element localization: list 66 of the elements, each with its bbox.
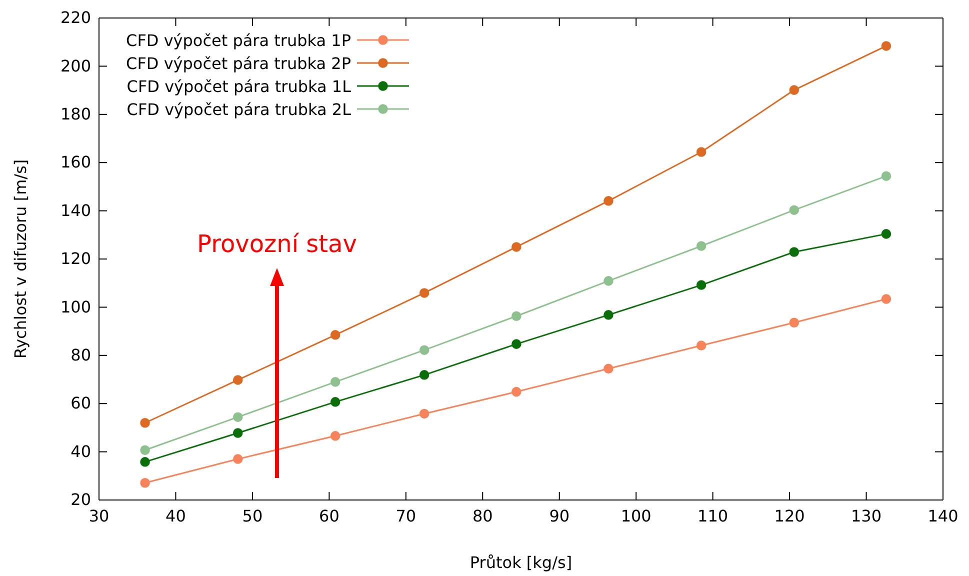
annotation: Provozní stav: [197, 230, 357, 258]
point: [140, 478, 150, 488]
y-tick-label: 180: [60, 104, 91, 124]
point: [789, 318, 800, 328]
x-axis-title: Průtok [kg/s]: [470, 553, 572, 572]
point: [140, 457, 150, 467]
x-tick-label: 40: [166, 506, 186, 526]
point: [330, 330, 340, 340]
y-tick-label: 40: [70, 442, 91, 461]
point: [512, 242, 522, 252]
legend-label: CFD výpočet pára trubka 1P: [126, 31, 352, 50]
point: [232, 428, 243, 438]
point: [232, 375, 243, 385]
x-tick-label: 90: [549, 506, 570, 526]
point: [330, 397, 340, 407]
x-tick-label: 30: [88, 506, 110, 526]
legend-label: CFD výpočet pára trubka 1L: [126, 77, 352, 96]
point: [512, 339, 522, 349]
x-tick-label: 60: [319, 506, 340, 526]
x-tick-label: 140: [928, 506, 958, 526]
x-tick-label: 100: [620, 506, 652, 526]
point: [881, 41, 892, 51]
y-tick-label: 200: [60, 56, 91, 76]
point: [330, 377, 340, 387]
x-tick-label: 80: [472, 506, 493, 526]
y-tick-label: 140: [60, 200, 91, 220]
point: [604, 310, 614, 320]
y-tick-label: 60: [70, 394, 91, 413]
x-tick-label: 50: [242, 506, 263, 526]
point: [604, 364, 614, 374]
point: [232, 412, 243, 422]
point: [696, 340, 706, 350]
point: [789, 85, 800, 95]
point: [140, 418, 150, 428]
point: [789, 247, 800, 257]
y-tick-label: 160: [60, 152, 91, 172]
y-tick-label: 220: [60, 8, 91, 28]
legend-label: CFD výpočet pára trubka 2P: [126, 54, 352, 73]
x-tick-label: 120: [774, 506, 805, 526]
point: [696, 280, 706, 290]
point: [604, 276, 614, 286]
y-tick-label: 80: [70, 346, 91, 365]
point: [881, 229, 892, 239]
point: [232, 454, 243, 464]
point: [419, 408, 430, 419]
x-tick-label: 110: [698, 506, 728, 526]
y-tick-label: 20: [70, 490, 91, 510]
point: [330, 431, 340, 441]
y-tick-label: 100: [60, 297, 91, 316]
point: [419, 345, 430, 355]
point: [140, 445, 150, 455]
point: [512, 386, 522, 397]
point: [789, 205, 800, 215]
point: [881, 171, 892, 181]
x-tick-label: 130: [851, 506, 882, 526]
point: [419, 288, 430, 298]
x-tick-label: 70: [396, 506, 416, 526]
point: [419, 370, 430, 380]
point: [881, 294, 892, 304]
y-axis-title: Rychlost v difuzoru [m/s]: [11, 159, 30, 359]
point: [696, 147, 706, 157]
point: [512, 311, 522, 321]
legend-label: CFD výpočet pára trubka 2L: [126, 100, 352, 119]
y-tick-label: 120: [60, 249, 91, 268]
point: [696, 241, 706, 251]
point: [604, 196, 614, 206]
